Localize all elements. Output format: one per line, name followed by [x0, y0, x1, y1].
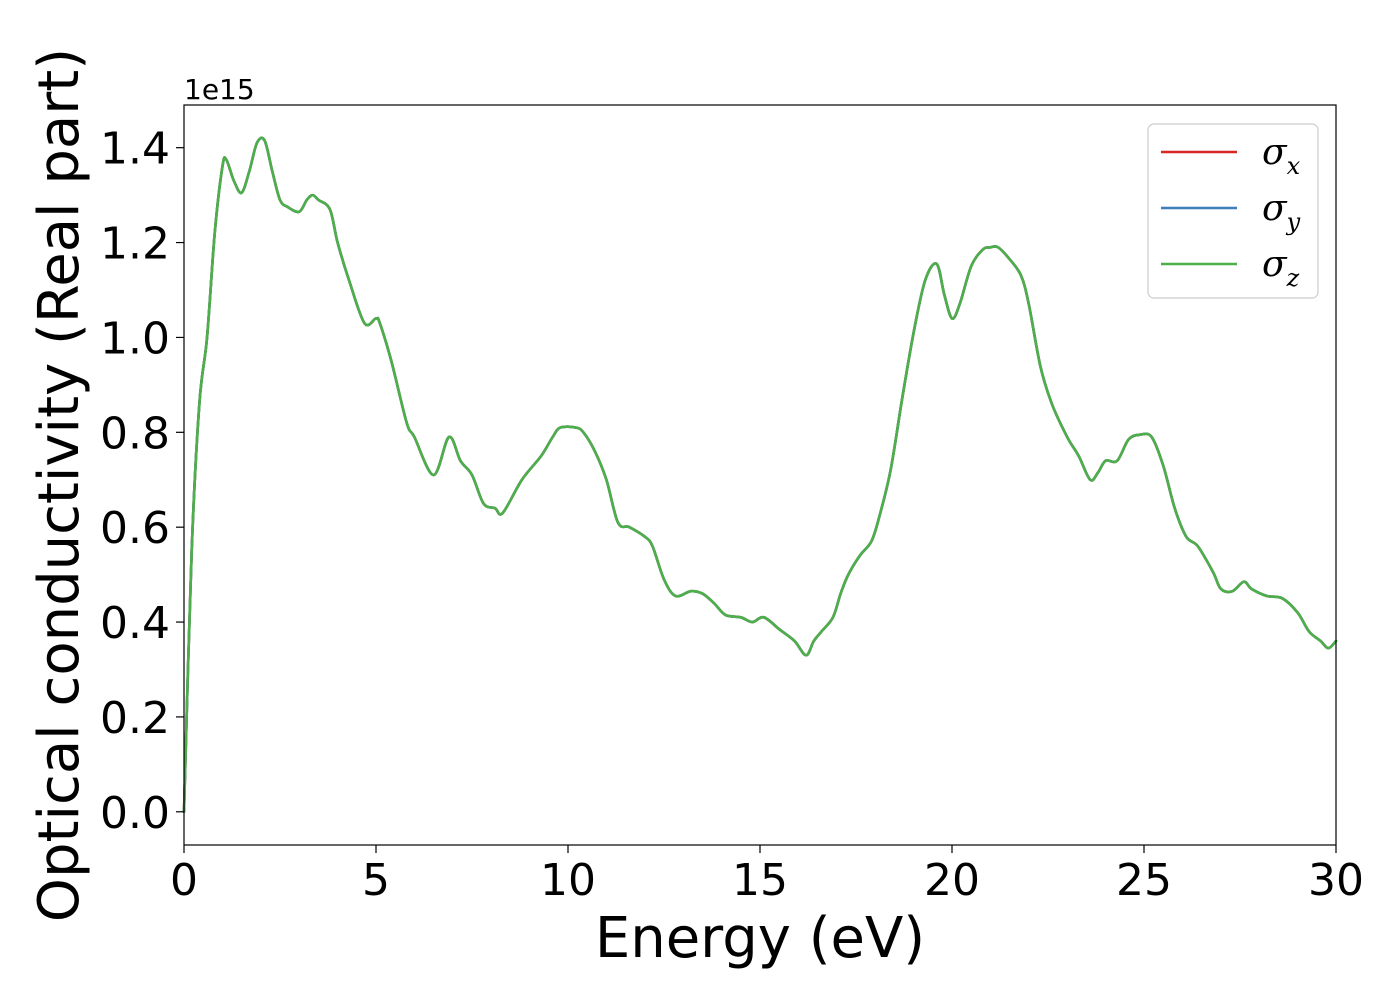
y-axis-offset-label: 1e15 — [184, 73, 255, 106]
legend-label-z: σz — [1262, 244, 1300, 292]
legend-label-subscript: x — [1287, 152, 1301, 180]
series-line-z — [182, 136, 1338, 814]
y-tick-label: 0.6 — [100, 503, 170, 554]
x-axis-ticks: 0 5 10 15 20 25 30 — [170, 845, 1364, 906]
y-axis-label: Optical conductivity (Real part) — [27, 48, 92, 922]
x-axis-label: Energy (eV) — [595, 906, 925, 971]
legend-label-main: σ — [1262, 244, 1288, 285]
legend-box — [1147, 123, 1319, 299]
x-tick-label: 25 — [1116, 855, 1172, 906]
x-tick-label: 0 — [170, 855, 198, 906]
y-tick-label: 0.8 — [100, 408, 170, 459]
y-tick-label: 0.2 — [100, 693, 170, 744]
x-tick-label: 5 — [362, 855, 390, 906]
x-tick-label: 15 — [732, 855, 788, 906]
legend-label-main: σ — [1262, 132, 1288, 173]
x-tick-label: 30 — [1308, 855, 1364, 906]
legend-label-y: σy — [1262, 188, 1301, 236]
x-tick-label: 20 — [924, 855, 980, 906]
legend-label-subscript: z — [1286, 264, 1300, 292]
y-tick-label: 0.4 — [100, 598, 170, 649]
y-axis-ticks: 0.0 0.2 0.4 0.6 0.8 1.0 1.2 1.4 — [100, 124, 184, 839]
x-tick-label: 10 — [540, 855, 596, 906]
legend-label-subscript: y — [1286, 208, 1301, 236]
y-tick-label: 0.0 — [100, 788, 170, 839]
y-tick-label: 1.0 — [100, 313, 170, 364]
y-tick-label: 1.4 — [100, 124, 170, 175]
series-layer — [182, 136, 1338, 814]
y-tick-label: 1.2 — [100, 219, 170, 270]
legend-label-main: σ — [1262, 188, 1288, 229]
legend-label-x: σx — [1262, 132, 1301, 180]
